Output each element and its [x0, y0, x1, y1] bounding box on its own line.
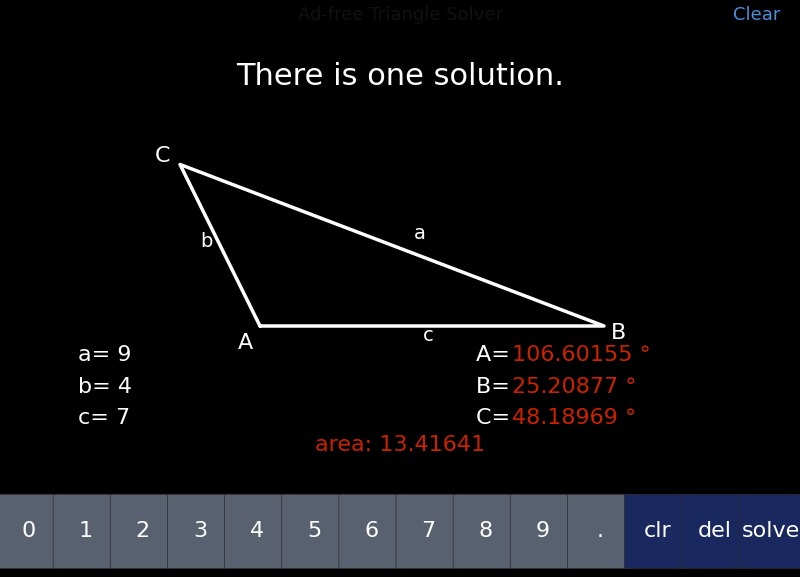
- Text: 7: 7: [422, 522, 436, 541]
- Text: clr: clr: [643, 522, 671, 541]
- Text: 1: 1: [78, 522, 93, 541]
- Text: Ad-free Triangle Solver: Ad-free Triangle Solver: [298, 6, 502, 24]
- FancyBboxPatch shape: [282, 494, 347, 568]
- Text: C=: C=: [476, 409, 518, 428]
- Text: c: c: [422, 327, 434, 345]
- FancyBboxPatch shape: [167, 494, 233, 568]
- FancyBboxPatch shape: [339, 494, 404, 568]
- Text: 2: 2: [136, 522, 150, 541]
- Text: c= 7: c= 7: [78, 409, 130, 428]
- FancyBboxPatch shape: [739, 494, 800, 568]
- Text: 8: 8: [478, 522, 493, 541]
- FancyBboxPatch shape: [625, 494, 690, 568]
- Text: del: del: [698, 522, 731, 541]
- Text: A=: A=: [476, 345, 517, 365]
- Text: 5: 5: [307, 522, 322, 541]
- Text: 6: 6: [364, 522, 378, 541]
- Text: 106.60155 °: 106.60155 °: [512, 345, 650, 365]
- Text: a= 9: a= 9: [78, 345, 132, 365]
- Text: There is one solution.: There is one solution.: [236, 62, 564, 91]
- Text: 25.20877 °: 25.20877 °: [512, 377, 636, 396]
- Text: A: A: [238, 334, 254, 353]
- FancyBboxPatch shape: [110, 494, 175, 568]
- FancyBboxPatch shape: [682, 494, 747, 568]
- Text: b: b: [200, 232, 213, 250]
- Text: area: 13.41641: area: 13.41641: [315, 436, 485, 455]
- FancyBboxPatch shape: [453, 494, 518, 568]
- FancyBboxPatch shape: [225, 494, 290, 568]
- Text: a: a: [414, 224, 426, 243]
- Text: 48.18969 °: 48.18969 °: [512, 409, 636, 428]
- Text: 0: 0: [22, 522, 36, 541]
- FancyBboxPatch shape: [0, 494, 61, 568]
- FancyBboxPatch shape: [510, 494, 575, 568]
- Text: b= 4: b= 4: [78, 377, 133, 396]
- Text: B=: B=: [476, 377, 517, 396]
- Text: 9: 9: [536, 522, 550, 541]
- Text: solve: solve: [742, 522, 800, 541]
- FancyBboxPatch shape: [396, 494, 461, 568]
- Text: B: B: [610, 323, 626, 343]
- Text: 3: 3: [193, 522, 207, 541]
- Text: Clear: Clear: [733, 6, 780, 24]
- Text: .: .: [597, 522, 603, 541]
- FancyBboxPatch shape: [567, 494, 633, 568]
- Text: C: C: [154, 146, 170, 166]
- Text: 4: 4: [250, 522, 264, 541]
- FancyBboxPatch shape: [53, 494, 118, 568]
